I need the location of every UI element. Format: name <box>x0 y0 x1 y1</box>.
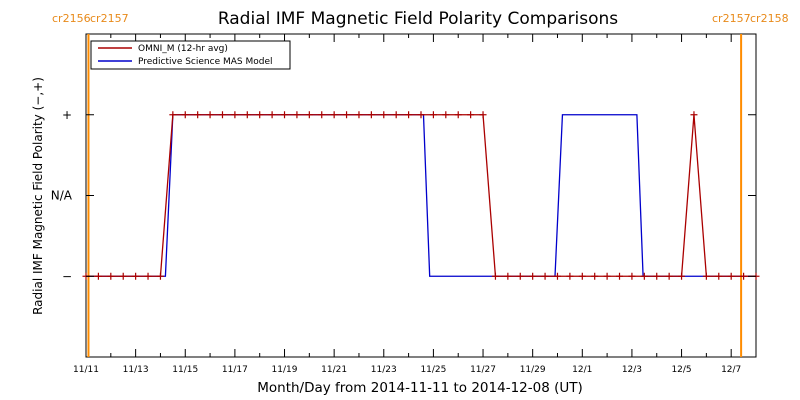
omni-data-point <box>305 111 313 119</box>
legend-box <box>90 40 291 70</box>
x-tick-label: 11/21 <box>321 365 347 375</box>
x-tick-label: 11/13 <box>123 365 149 375</box>
omni-data-point <box>107 272 115 280</box>
omni-data-point <box>367 111 375 119</box>
omni-data-point <box>132 272 140 280</box>
omni-data-point <box>429 111 437 119</box>
omni-data-point <box>479 111 487 119</box>
omni-data-point <box>678 272 686 280</box>
omni-data-point <box>529 272 537 280</box>
omni-data-point <box>392 111 400 119</box>
omni-data-point <box>740 272 748 280</box>
omni-data-point <box>715 272 723 280</box>
omni-data-point <box>231 111 239 119</box>
omni-data-point <box>690 111 698 119</box>
x-tick-label: 11/29 <box>520 365 546 375</box>
x-tick-label: 11/11 <box>73 365 99 375</box>
x-tick-label: 11/23 <box>371 365 397 375</box>
omni-data-point <box>293 111 301 119</box>
x-axis-label: Month/Day from 2014-11-11 to 2014-12-08 … <box>257 380 583 396</box>
omni-data-point <box>181 111 189 119</box>
omni-data-point <box>702 272 710 280</box>
x-tick-label: 12/1 <box>572 365 592 375</box>
omni-data-point <box>243 111 251 119</box>
omni-series-line <box>86 114 756 277</box>
plot-frame <box>85 33 757 358</box>
omni-data-point <box>330 111 338 119</box>
omni-data-point <box>156 272 164 280</box>
mas-model-series-line <box>86 114 756 277</box>
omni-data-point <box>616 272 624 280</box>
y-tick-label: N/A <box>51 189 73 203</box>
omni-data-point <box>603 272 611 280</box>
omni-data-point <box>665 272 673 280</box>
omni-data-point <box>566 272 574 280</box>
x-tick-label: 11/17 <box>222 365 248 375</box>
omni-data-point <box>578 272 586 280</box>
omni-data-point <box>256 111 264 119</box>
omni-data-point <box>640 272 648 280</box>
omni-data-point <box>119 272 127 280</box>
omni-data-point <box>206 111 214 119</box>
x-tick-label: 11/15 <box>172 365 198 375</box>
omni-data-point <box>727 272 735 280</box>
omni-data-point <box>504 272 512 280</box>
x-tick-label: 11/27 <box>470 365 496 375</box>
chart-title: Radial IMF Magnetic Field Polarity Compa… <box>218 9 618 29</box>
omni-data-point <box>218 111 226 119</box>
omni-data-point <box>541 272 549 280</box>
omni-data-point <box>553 272 561 280</box>
omni-data-point <box>94 272 102 280</box>
legend-entry-label: OMNI_M (12-hr avg) <box>138 44 228 54</box>
omni-data-point <box>380 111 388 119</box>
omni-data-point <box>194 111 202 119</box>
omni-data-point <box>491 272 499 280</box>
carrington-label-left: cr2156 <box>52 12 91 25</box>
x-tick-label: 12/7 <box>721 365 741 375</box>
omni-data-point <box>169 111 177 119</box>
carrington-label-right: cr2158 <box>750 12 789 25</box>
omni-data-point <box>516 272 524 280</box>
omni-data-point <box>467 111 475 119</box>
omni-data-point <box>454 111 462 119</box>
omni-data-point <box>442 111 450 119</box>
omni-data-point <box>653 272 661 280</box>
y-tick-label: + <box>62 108 72 122</box>
x-tick-label: 11/25 <box>420 365 446 375</box>
y-axis-label: Radial IMF Magnetic Field Polarity (−,+) <box>31 77 45 315</box>
omni-data-point <box>343 111 351 119</box>
omni-data-point <box>281 111 289 119</box>
x-tick-label: 12/5 <box>671 365 691 375</box>
omni-data-point <box>355 111 363 119</box>
carrington-label-right: cr2157 <box>712 12 751 25</box>
omni-data-point <box>628 272 636 280</box>
legend-entry-label: Predictive Science MAS Model <box>138 57 273 67</box>
omni-data-point <box>144 272 152 280</box>
x-tick-label: 12/3 <box>622 365 642 375</box>
omni-data-point <box>591 272 599 280</box>
omni-data-point <box>417 111 425 119</box>
carrington-label-left: cr2157 <box>90 12 129 25</box>
omni-data-point <box>405 111 413 119</box>
omni-data-point <box>268 111 276 119</box>
y-tick-label: − <box>62 269 72 283</box>
omni-data-point <box>318 111 326 119</box>
x-tick-label: 11/19 <box>272 365 298 375</box>
